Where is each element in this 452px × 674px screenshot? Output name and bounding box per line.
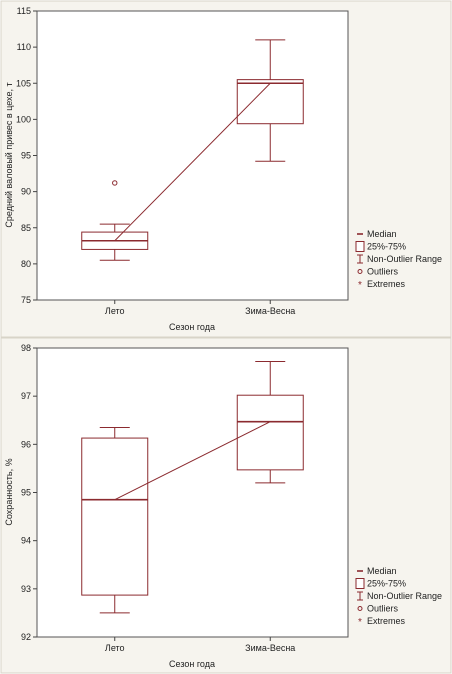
box-series — [81, 360, 304, 614]
x-tick-label: Зима-Весна — [245, 306, 295, 316]
y-axis-title: Средний валовый привес в цехе, т — [4, 82, 14, 227]
y-tick-label: 98 — [21, 343, 31, 353]
legend-label: Extremes — [367, 616, 406, 626]
legend: Median 25%-75% Non-Outlier Range Outliers * E… — [355, 566, 442, 628]
x-tick-label: Зима-Весна — [245, 643, 295, 653]
x-axis: Лето Зима-Весна — [105, 637, 295, 653]
y-tick-label: 85 — [21, 223, 31, 233]
x-tick-label: Лето — [105, 643, 125, 653]
y-tick-label: 75 — [21, 295, 31, 305]
y-tick-label: 105 — [16, 78, 31, 88]
y-tick-label: 97 — [21, 391, 31, 401]
box-iqr — [81, 437, 149, 596]
y-axis-title: Сохранность, % — [4, 458, 14, 525]
y-tick-label: 94 — [21, 536, 31, 546]
x-tick-label: Лето — [105, 306, 125, 316]
legend-label: Outliers — [367, 604, 399, 614]
chart-panel-survival: 92 93 94 95 96 97 98 Лето Зима-Весна Сезон года… — [0, 337, 452, 674]
x-axis-title: Сезон года — [169, 322, 215, 332]
legend-label: Median — [367, 229, 397, 239]
y-tick-label: 95 — [21, 151, 31, 161]
legend-extreme-swatch: * — [358, 280, 362, 291]
legend-label: Extremes — [367, 279, 406, 289]
legend-label: 25%-75% — [367, 242, 406, 252]
chart-panel-growth: 75 80 85 90 95 100 105 110 115 Лето Зима-Весна Се… — [0, 0, 452, 338]
legend-label: Outliers — [367, 267, 399, 277]
legend: Median 25%-75% Non-Outlier Range Outliers * E… — [355, 229, 442, 291]
y-tick-label: 96 — [21, 439, 31, 449]
y-tick-label: 95 — [21, 488, 31, 498]
legend-box-swatch — [355, 241, 365, 252]
median-trend-line — [114, 421, 271, 501]
y-tick-label: 93 — [21, 584, 31, 594]
legend-label: 25%-75% — [367, 579, 406, 589]
plot-area — [36, 10, 349, 301]
legend-label: Non-Outlier Range — [367, 254, 442, 264]
legend-label: Non-Outlier Range — [367, 591, 442, 601]
legend-outlier-swatch — [357, 606, 363, 611]
x-axis-title: Сезон года — [169, 659, 215, 669]
legend-label: Median — [367, 566, 397, 576]
outlier-point — [112, 180, 118, 186]
y-axis: 75 80 85 90 95 100 105 110 115 — [16, 6, 37, 305]
legend-extreme-swatch: * — [358, 617, 362, 628]
legend-outlier-swatch — [357, 269, 363, 274]
y-tick-label: 110 — [17, 42, 31, 52]
box-iqr — [236, 79, 304, 125]
legend-box-swatch — [355, 578, 365, 589]
y-axis: 92 93 94 95 96 97 98 — [21, 343, 37, 642]
box-series — [81, 39, 304, 261]
y-tick-label: 90 — [21, 187, 31, 197]
y-tick-label: 115 — [17, 6, 31, 16]
y-tick-label: 80 — [21, 259, 31, 269]
y-tick-label: 100 — [16, 114, 31, 124]
x-axis: Лето Зима-Весна — [105, 300, 295, 316]
median-trend-line — [114, 82, 271, 242]
box-iqr — [236, 394, 304, 471]
y-tick-label: 92 — [21, 632, 31, 642]
